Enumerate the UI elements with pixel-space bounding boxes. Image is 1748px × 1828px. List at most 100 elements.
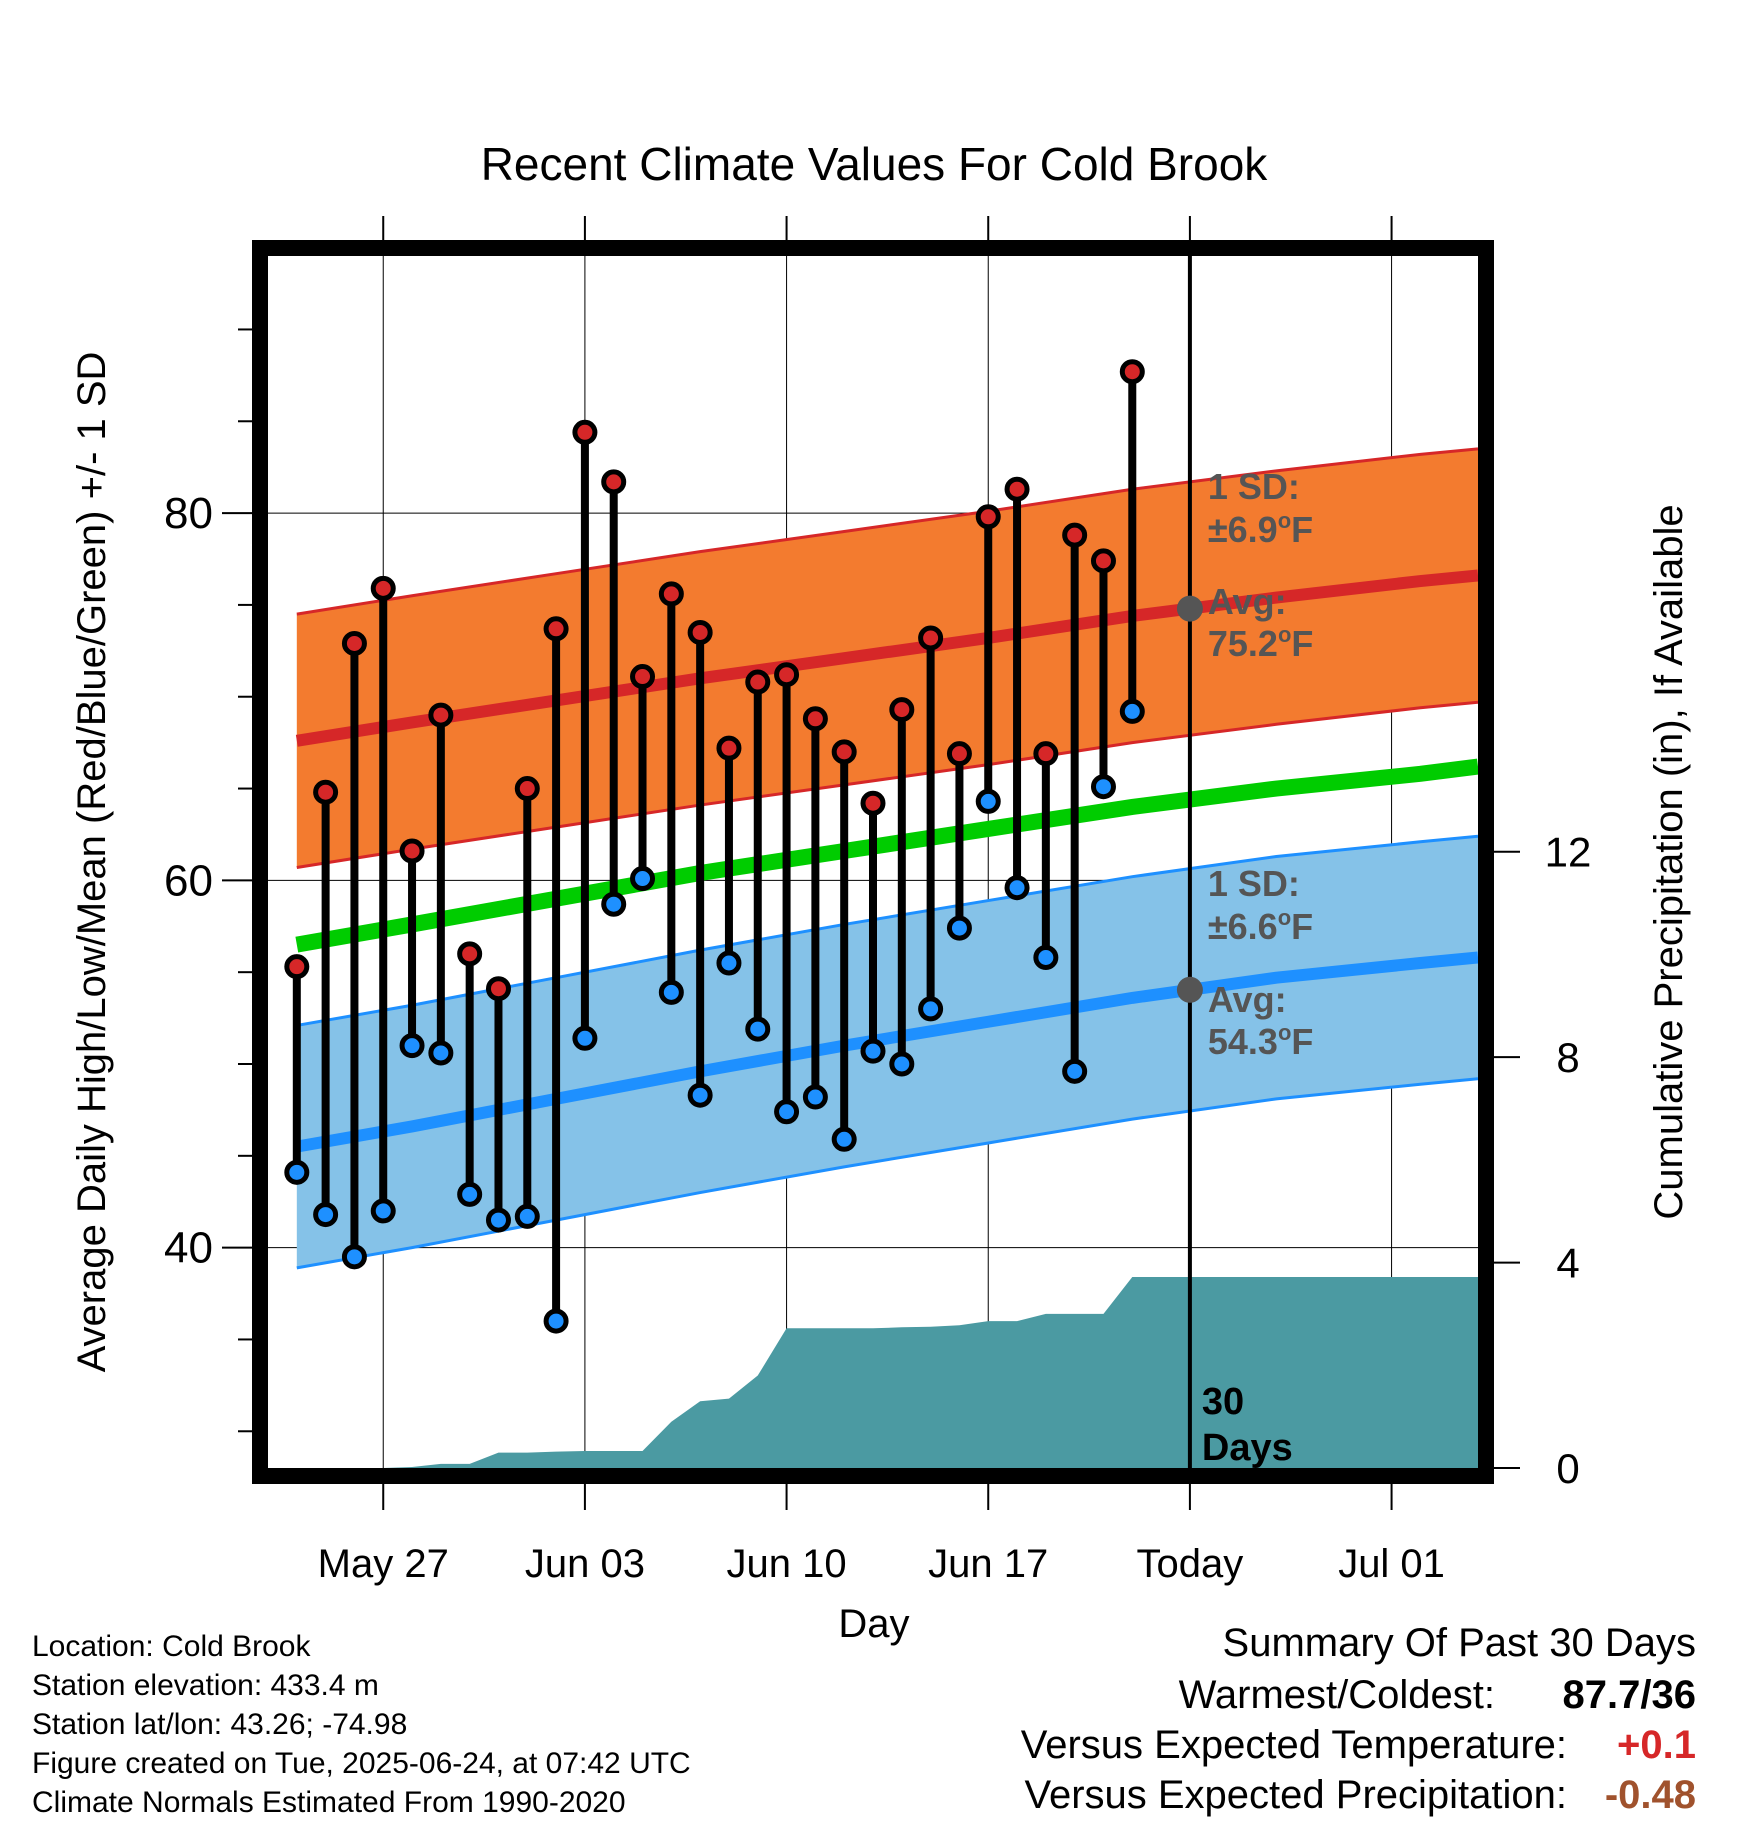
low-point — [1090, 774, 1116, 800]
low-point — [399, 1033, 425, 1059]
high-point — [284, 954, 310, 980]
footer-normals: Climate Normals Estimated From 1990-2020 — [32, 1786, 626, 1819]
today-low-avg-marker — [1176, 976, 1203, 1003]
low-point — [716, 950, 742, 976]
low-point — [658, 979, 684, 1005]
summary-warmest-label: Warmest/Coldest: — [1178, 1673, 1495, 1717]
high-point — [1151, 0, 1171, 10]
high-point — [774, 662, 800, 688]
high-point — [1119, 359, 1145, 385]
high-avg-label: Avg: — [1208, 581, 1287, 622]
low-point — [1062, 1058, 1088, 1084]
low-point — [341, 1244, 367, 1270]
footer-created: Figure created on Tue, 2025-06-24, at 07… — [32, 1747, 691, 1780]
high-point — [514, 776, 540, 802]
precip-area — [296, 1276, 1478, 1468]
window-label-count: 30 — [1202, 1381, 1244, 1423]
high-point — [630, 664, 656, 690]
low-point — [1119, 698, 1145, 724]
low-avg-value: 54.3oF — [1208, 1020, 1314, 1062]
low-point — [630, 866, 656, 892]
y2-tick-label: 8 — [1556, 1034, 1579, 1081]
normal-low-sd-band — [296, 836, 1478, 1268]
x-tick-label: Jun 17 — [928, 1542, 1048, 1586]
low-point — [428, 1040, 454, 1066]
low-point — [572, 1025, 598, 1051]
low-point — [1004, 875, 1030, 901]
low-point — [514, 1203, 540, 1229]
low-point — [745, 1016, 771, 1042]
footer-latlon: Station lat/lon: 43.26; -74.98 — [32, 1708, 408, 1741]
low-point — [774, 1099, 800, 1125]
high-point — [1090, 548, 1116, 574]
high-point — [341, 630, 367, 656]
normal-low-sd-upper-line — [296, 834, 1478, 1027]
summary-temp-value: +0.1 — [1617, 1723, 1696, 1767]
high-point — [831, 739, 857, 765]
low-point — [313, 1202, 339, 1228]
low-point — [1151, 0, 1171, 10]
high-point — [889, 697, 915, 723]
low-point — [687, 1082, 713, 1108]
high-sd-label: 1 SD: — [1208, 466, 1300, 507]
low-avg-label: Avg: — [1208, 979, 1287, 1020]
high-point — [716, 735, 742, 761]
normal-low-mean-line — [295, 951, 1478, 1153]
high-sd-value: ±6.9oF — [1208, 508, 1313, 550]
y2-tick-label: 0 — [1556, 1445, 1579, 1492]
high-point — [1004, 476, 1030, 502]
low-point — [975, 788, 1001, 814]
low-point — [543, 1308, 569, 1334]
high-avg-value: 75.2oF — [1208, 622, 1314, 664]
y-tick-label: 80 — [164, 489, 213, 538]
high-point — [428, 702, 454, 728]
footer-elevation: Station elevation: 433.4 m — [32, 1669, 379, 1702]
y-tick-label: 60 — [164, 856, 213, 905]
low-point — [802, 1084, 828, 1110]
x-tick-label: Jun 10 — [727, 1542, 847, 1586]
footer-location: Location: Cold Brook — [32, 1630, 311, 1663]
high-point — [860, 790, 886, 816]
normal-high-sd-lower-line — [296, 700, 1478, 869]
low-point — [284, 1159, 310, 1185]
normal-high-sd-upper-line — [296, 447, 1478, 616]
summary-temp-label: Versus Expected Temperature: — [1020, 1723, 1567, 1767]
normal-high-mean-line — [295, 569, 1478, 747]
summary-warmest-value: 87.7/36 — [1562, 1673, 1696, 1717]
x-tick-label: Today — [1137, 1542, 1244, 1586]
high-point — [572, 419, 598, 445]
x-tick-label: May 27 — [318, 1542, 449, 1586]
y2-tick-label: 4 — [1556, 1240, 1579, 1287]
high-point — [457, 941, 483, 967]
low-sd-value: ±6.6oF — [1208, 905, 1313, 947]
high-point — [370, 575, 396, 601]
low-point — [946, 915, 972, 941]
normal-high-sd-band — [296, 448, 1478, 868]
low-point — [889, 1051, 915, 1077]
high-point — [1033, 741, 1059, 767]
high-point — [1062, 522, 1088, 548]
x-tick-label: Jul 01 — [1338, 1542, 1445, 1586]
y-tick-label: 40 — [164, 1224, 213, 1273]
low-point — [370, 1198, 396, 1224]
high-point — [399, 838, 425, 864]
summary-precip-label: Versus Expected Precipitation: — [1024, 1773, 1567, 1817]
y2-tick-label: 12 — [1545, 829, 1592, 876]
high-point — [313, 779, 339, 805]
window-label-unit: Days — [1202, 1427, 1293, 1469]
high-point — [745, 669, 771, 695]
high-point — [543, 616, 569, 642]
low-point — [860, 1038, 886, 1064]
high-point — [975, 504, 1001, 530]
summary-title: Summary Of Past 30 Days — [1222, 1621, 1696, 1665]
high-point — [658, 581, 684, 607]
normal-mean-line — [295, 758, 1478, 953]
low-point — [485, 1207, 511, 1233]
plot-layer — [268, 0, 1478, 1468]
plot-frame — [252, 240, 1494, 1484]
y2-axis-label: Cumulative Precipitation (in), If Availa… — [1647, 504, 1691, 1219]
chart-title: Recent Climate Values For Cold Brook — [481, 138, 1269, 190]
high-point — [918, 625, 944, 651]
x-axis-label: Day — [838, 1602, 909, 1646]
